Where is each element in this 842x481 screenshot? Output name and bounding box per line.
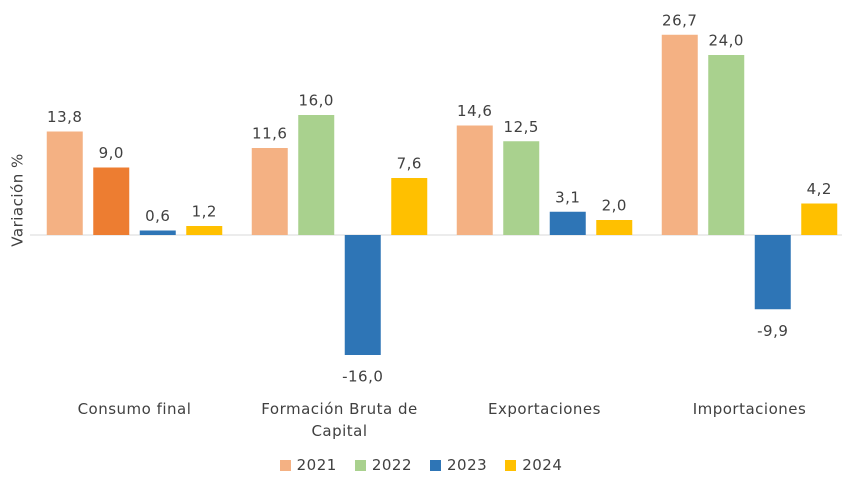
data-label: 3,1 — [555, 188, 580, 206]
x-tick-label: Importaciones — [692, 400, 807, 418]
bar — [298, 115, 335, 235]
bar — [186, 226, 223, 235]
data-label: 4,2 — [807, 180, 832, 198]
bar — [391, 178, 428, 235]
bar — [251, 148, 288, 235]
bar — [549, 211, 586, 235]
legend-item: 2023 — [430, 456, 487, 474]
data-label: -16,0 — [342, 368, 383, 386]
bar — [139, 230, 176, 235]
data-label: 14,6 — [457, 102, 492, 120]
x-tick-label: Consumo final — [77, 400, 192, 418]
data-label: 26,7 — [662, 11, 697, 29]
bar — [596, 220, 633, 235]
legend-item: 2024 — [505, 456, 562, 474]
bar — [456, 125, 493, 235]
legend-swatch — [430, 459, 441, 471]
bar — [503, 141, 540, 235]
legend-swatch — [505, 459, 517, 471]
data-label: -9,9 — [757, 322, 788, 340]
data-label: 9,0 — [99, 144, 124, 162]
data-label: 7,6 — [397, 155, 422, 173]
legend-label: 2021 — [296, 456, 337, 474]
legend-label: 2023 — [447, 456, 488, 474]
data-label: 2,0 — [602, 197, 627, 215]
legend-swatch — [279, 459, 291, 471]
bar — [344, 235, 381, 355]
data-label: 11,6 — [252, 125, 287, 143]
legend-item: 2021 — [279, 456, 337, 474]
x-tick-label: Exportaciones — [488, 400, 601, 418]
bar — [46, 131, 83, 235]
data-label: 16,0 — [299, 92, 334, 110]
data-label: 0,6 — [145, 207, 170, 225]
data-label: 12,5 — [504, 118, 539, 136]
legend-label: 2024 — [522, 456, 563, 474]
data-label: 1,2 — [192, 203, 217, 221]
legend-item: 2022 — [354, 456, 412, 474]
bar — [754, 235, 791, 310]
data-label: 13,8 — [47, 108, 82, 126]
legend-swatch — [354, 459, 366, 471]
bar — [661, 34, 698, 235]
bar — [93, 167, 130, 235]
data-label: 24,0 — [709, 32, 744, 50]
x-tick-label: Formación Bruta de Capital — [261, 400, 418, 440]
legend-label: 2022 — [371, 456, 412, 474]
y-axis-label: Variación % — [9, 153, 27, 246]
legend: 2021 2022 2023 2024 — [0, 456, 842, 474]
bar — [708, 55, 745, 235]
bar — [801, 203, 838, 235]
